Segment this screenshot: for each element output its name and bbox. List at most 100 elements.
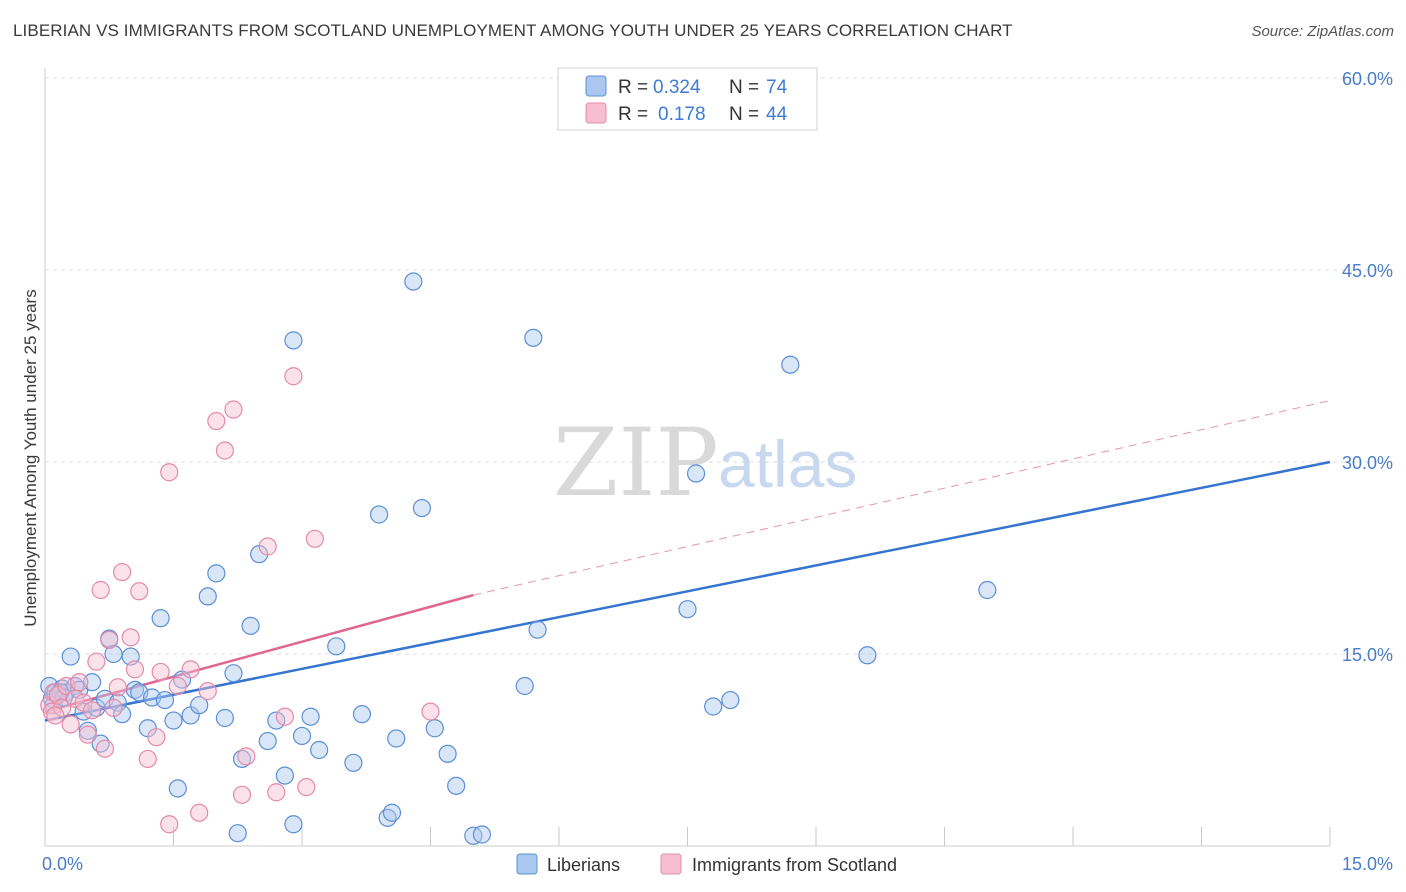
liberians-point [164,711,183,730]
liberians-point [258,731,277,751]
scotland-point [198,682,217,701]
liberians-point [370,505,389,524]
y-tick-label: 60.0% [1342,69,1393,89]
y-tick-labels: 15.0% 30.0% 45.0% 60.0% [1342,69,1393,665]
scotland-point [108,678,127,697]
y-tick-label: 45.0% [1342,261,1393,281]
bottom-legend: Liberians Immigrants from Scotland [516,853,897,875]
liberians-points [40,272,997,845]
x-tick-labels: 0.0% 15.0% [42,854,1393,874]
legend-n-value-1: 74 [766,77,788,98]
scotland-point [215,441,234,460]
liberians-point [284,815,303,834]
liberians-point [267,711,286,730]
liberians-point [215,708,234,728]
liberians-point [275,766,294,785]
chart-title: LIBERIAN VS IMMIGRANTS FROM SCOTLAND UNE… [13,21,1013,40]
scotland-point [275,707,294,726]
liberians-point [382,803,402,822]
scotland-point [78,725,97,744]
scotland-point [224,400,243,419]
liberians-point [155,690,175,710]
scotland-point [53,698,72,717]
liberians-point [241,616,260,635]
liberians-point [224,664,243,683]
liberians-point [292,726,312,746]
y-tick-label: 30.0% [1342,453,1393,473]
bottom-legend-swatch-liberians [516,853,538,875]
scotland-points [40,367,440,834]
watermark: ZIP atlas [553,409,857,518]
liberians-point [686,464,706,483]
scotland-point [168,676,187,696]
x-tick-label: 0.0% [42,854,83,874]
scotland-point [83,701,102,720]
liberians-point [344,753,363,772]
liberians-point [327,637,346,656]
liberians-point [515,676,534,696]
bottom-legend-label-liberians: Liberians [547,855,620,875]
liberians-point [438,744,457,763]
scotland-point [91,580,110,600]
legend-r-value-2: 0.178 [658,104,706,125]
scotland-point [112,562,132,582]
scotland-point [160,815,179,834]
legend-swatch-scotland [585,102,607,124]
liberians-point [404,272,423,291]
liberians-trend-line [44,460,1331,722]
liberians-point [190,696,209,715]
scotland-point [147,728,166,747]
scotland-point [100,630,119,650]
liberians-point [678,600,697,619]
scotland-point [237,747,256,766]
scotland-point [284,367,303,386]
x-tick-label: 15.0% [1342,854,1393,874]
scotland-point [95,739,115,758]
liberians-point [228,824,247,843]
liberians-point [198,587,217,606]
bottom-legend-swatch-scotland [660,853,682,875]
scotland-point [130,582,149,601]
liberians-point [447,776,466,795]
scotland-point [46,706,65,725]
scotland-point [87,652,106,671]
liberians-point [781,355,800,374]
scotland-point [125,660,145,679]
liberians-point [978,580,997,600]
scotland-point [104,698,123,717]
scotland-point [305,529,324,548]
scotland-point [267,783,286,802]
liberians-point [168,779,187,798]
y-axis-label: Unemployment Among Youth under 25 years [21,289,40,626]
watermark-zip: ZIP [553,409,719,518]
liberians-point [83,673,102,692]
trend-lines [44,400,1331,722]
scotland-point [421,702,440,721]
liberians-point [472,825,491,844]
liberians-point [310,740,329,760]
gridlines [45,77,1392,655]
liberians-point [524,328,543,347]
legend-swatch-liberians [585,75,607,97]
liberians-point [207,564,226,583]
legend-r-label-2: R = [618,104,648,125]
legend-n-label-1: N = [729,77,759,98]
legend-box: R = 0.324 N = 74 R = 0.178 N = 44 [557,67,818,131]
scotland-point [181,660,200,679]
scotland-trend-extension [473,400,1331,596]
liberians-point [412,498,432,518]
liberians-point [61,647,80,666]
liberians-point [858,646,877,665]
y-tick-label: 15.0% [1342,645,1393,665]
scotland-point [70,673,89,692]
scotland-point [138,749,157,769]
chart-source: Source: ZipAtlas.com [1251,23,1394,40]
scotland-point [121,628,140,647]
scotland-point [232,785,252,804]
scotland-point [65,689,85,708]
axes [44,68,1331,847]
scotland-point [207,411,226,431]
scotland-point [61,715,80,734]
scotland-point [297,778,316,797]
